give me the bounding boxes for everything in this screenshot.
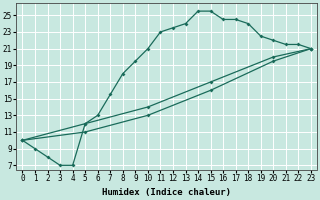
X-axis label: Humidex (Indice chaleur): Humidex (Indice chaleur) — [102, 188, 231, 197]
